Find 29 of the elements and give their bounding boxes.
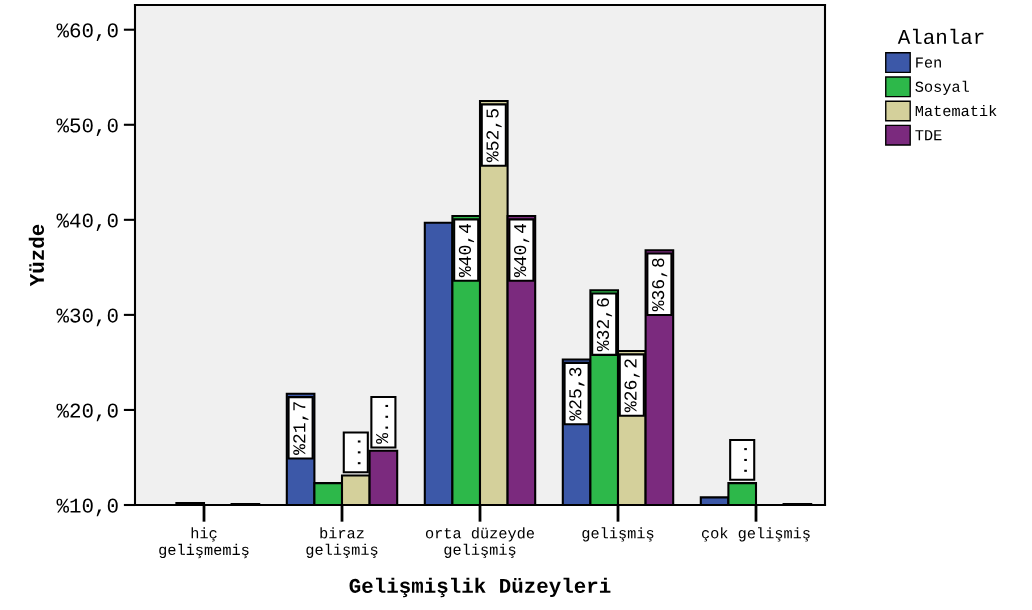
x-tick-label: hiç gelişmemiş [159,527,249,559]
data-label: %25,3 [569,367,585,421]
x-tick-label: biraz gelişmiş [306,527,378,559]
x-tick-label: gelişmiş [582,527,654,542]
x-tick-label: orta düzeyde gelişmiş [425,527,534,559]
data-label: %52,5 [486,109,502,163]
data-label: %... [376,404,389,444]
y-tick-label: %20,0 [56,403,118,422]
data-label: %26,2 [624,359,640,413]
legend-label: TDE [915,130,942,141]
data-label: %21,7 [293,402,309,455]
y-axis-title: Yüzde [28,224,45,287]
data-label: ... [744,448,747,472]
y-tick-label: %30,0 [56,308,118,327]
y-tick-label: %50,0 [56,118,118,137]
legend-label: Sosyal [915,80,969,95]
data-label: %40,4 [513,223,530,278]
legend-title: Alanlar [897,28,984,45]
legend-label: Matematik [915,104,997,117]
x-axis-title: Gelişmişlik Düzeyleri [349,577,611,598]
y-tick-label: %60,0 [56,23,118,41]
data-label: %40,4 [458,223,475,278]
y-tick-label: %10,0 [56,498,118,517]
x-tick-label: çok gelişmiş [701,527,810,542]
data-label: %36,8 [651,258,668,312]
data-label: %32,6 [596,298,613,352]
data-label: ... [357,440,361,465]
y-tick-label: %40,0 [56,213,118,232]
legend-label: Fen [916,57,941,68]
